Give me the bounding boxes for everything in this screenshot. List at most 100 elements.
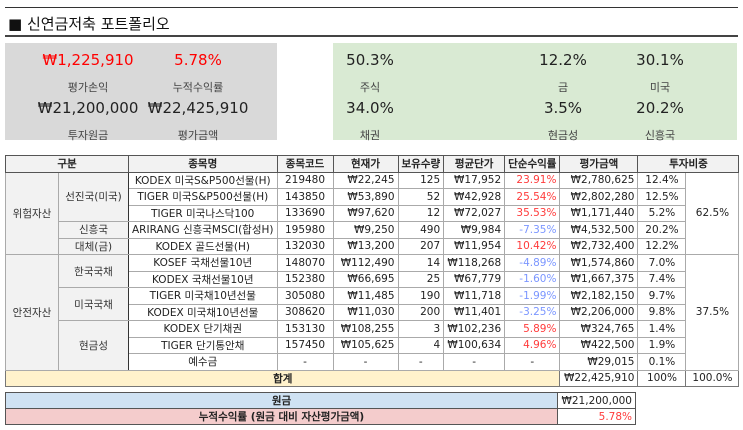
column-header: 현재가 [332,155,399,173]
quantity: 125 [397,171,445,189]
current-price: - [332,353,399,371]
fund-code: 308620 [276,303,334,321]
weight: 9.8% [637,303,687,321]
allocation-value: 34.0% [346,99,394,117]
weight: 12.4% [637,171,687,189]
weight: 7.4% [637,270,687,288]
average-price: ₩11,954 [443,237,506,255]
group-safe: 안전자산 [5,254,59,371]
group-risk: 위험자산 [5,171,59,255]
weight: 9.7% [637,287,687,305]
quantity: 200 [397,303,445,321]
fund-name: TIGER 미국나스닥100 [128,204,278,222]
group-weight-risk: 62.5% [685,171,740,255]
fund-code: - [276,353,334,371]
current-price: ₩13,200 [332,237,399,255]
summary-label: 평가금액 [177,129,219,142]
summary-label: 평가손익 [67,81,109,94]
valuation: ₩2,802,280 [559,188,639,206]
subgroup-label: 선진국(미국) [58,171,129,222]
current-price: ₩11,485 [332,287,399,305]
allocation-value: 30.1% [636,51,684,69]
total-label: 합계 [4,369,561,387]
principal-table: 원금 ₩21,200,000 누적수익률 (원금 대비 자산평가금액) 5.78% [5,392,636,425]
quantity: 12 [397,204,445,222]
fund-name: TIGER 미국채10년선물 [128,287,278,305]
valuation: ₩2,732,400 [559,237,639,255]
summary-value: ₩21,200,000 [37,99,139,117]
weight: 12.5% [637,188,687,206]
valuation: ₩4,532,500 [559,221,639,239]
subgroup-label: 대체(금) [58,237,129,255]
total-row: 합계 ₩22,425,910 100% 100.0% [4,369,740,387]
table-header: 구분 종목명 종목코드 현재가 보유수량 평균단가 단순수익률 평가금액 투자비중 [5,155,740,173]
total-weight: 100% [637,369,687,387]
column-header: 구분 [5,155,129,173]
return-rate: 25.54% [504,188,561,206]
fund-name: TIGER 단기통안채 [128,336,278,354]
return-rate: 35.53% [504,204,561,222]
allocation-label: 주식 [359,81,381,94]
valuation: ₩1,667,375 [559,270,639,288]
return-rate: -1.99% [504,287,561,305]
summary-label: 투자원금 [67,129,109,142]
allocation-label: 신흥국 [644,129,676,142]
table-row: 현금성 KODEX 단기채권 153130 ₩108,255 3 ₩102,236 5.89… [6,320,739,371]
average-price: ₩67,779 [443,270,506,288]
fund-code: 195980 [276,221,334,239]
cumulative-label: 누적수익률 (원금 대비 자산평가금액) [5,408,558,425]
current-price: ₩105,625 [332,336,399,354]
quantity: 52 [397,188,445,206]
valuation: ₩324,765 [559,320,639,338]
total-value: ₩22,425,910 [559,369,639,387]
current-price: ₩108,255 [332,320,399,338]
table-row: 안전자산 한국국채 KOSEF 국채선물10년 148070 ₩112,490 14 ₩11… [5,254,740,371]
quantity: 207 [397,237,445,255]
summary-value: ₩1,225,910 [42,51,134,69]
fund-name: KODEX 미국S&P500선물(H) [128,171,278,189]
quantity: 3 [397,320,445,338]
allocation-value: 3.5% [543,99,583,117]
total-group-weight: 100.0% [685,369,740,387]
fund-code: 157450 [276,336,334,354]
return-rate: 10.42% [504,237,561,255]
average-price: ₩9,984 [443,221,506,239]
table-row: 위험자산 선진국(미국) KODEX 미국S&P500선물(H) 219480 ₩22,… [5,171,740,255]
return-rate: 23.91% [504,171,561,189]
quantity: 490 [397,221,445,239]
cumulative-value: 5.78% [557,408,636,425]
weight: 0.1% [637,353,687,371]
valuation: ₩2,780,625 [559,171,639,189]
weight: 20.2% [637,221,687,239]
column-header: 평균단가 [443,155,506,173]
column-header: 평가금액 [559,155,639,173]
return-rate: - [504,353,561,371]
column-header: 종목코드 [276,155,334,173]
principal-row: 원금 ₩21,200,000 [5,392,636,409]
quantity: 14 [397,254,445,272]
average-price: - [443,353,506,371]
fund-name: TIGER 미국S&P500선물(H) [128,188,278,206]
fund-code: 305080 [276,287,334,305]
table-row: 미국국채 TIGER 미국채10년선물 305080 ₩11,485 190 ₩11,71… [6,287,739,321]
valuation: ₩422,500 [559,336,639,354]
weight: 12.2% [637,237,687,255]
quantity: 4 [397,336,445,354]
principal-label: 원금 [5,392,558,409]
fund-name: KODEX 국채선물10년 [128,270,278,288]
quantity: 190 [397,287,445,305]
valuation: ₩2,206,000 [559,303,639,321]
summary-label: 누적수익률 [172,81,224,94]
average-price: ₩118,268 [443,254,506,272]
fund-name: KODEX 골드선물(H) [128,237,278,255]
page-title: ■ 신연금저축 포트폴리오 [8,15,170,33]
return-rate: -1.60% [504,270,561,288]
subgroup-label: 신흥국 [58,221,129,239]
average-price: ₩11,718 [443,287,506,305]
current-price: ₩112,490 [332,254,399,272]
return-rate: -4.89% [504,254,561,272]
fund-code: 152380 [276,270,334,288]
table-row: TIGER 단기통안채 157450 ₩105,625 4 ₩100,634 4.96% ₩… [6,336,739,354]
subgroup-label: 현금성 [58,320,129,371]
portfolio-table: 구분 종목명 종목코드 현재가 보유수량 평균단가 단순수익률 평가금액 투자비중 위험자산 선진… [4,155,740,387]
